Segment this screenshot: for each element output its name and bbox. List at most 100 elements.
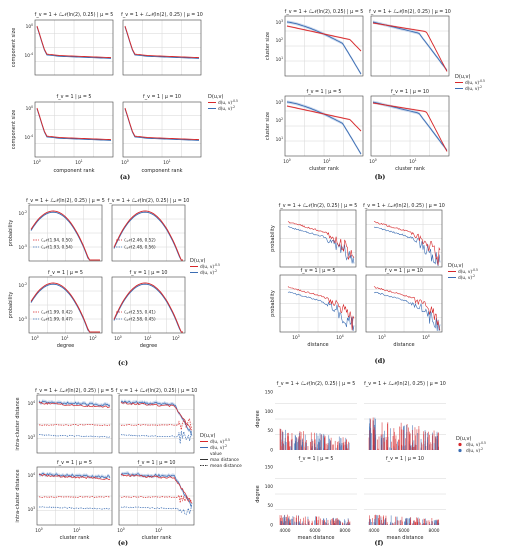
text-run: d(u, v) — [458, 269, 472, 275]
x-tick-label: 104​ — [422, 334, 429, 341]
series-line-red — [373, 286, 441, 331]
x-tick-label: 100​ — [33, 159, 40, 166]
subplot-d — [365, 209, 443, 268]
text-run: 10 — [25, 53, 31, 59]
mean-distance-blue — [38, 434, 111, 438]
superscript: 4 — [33, 472, 35, 476]
superscript: 0 — [289, 158, 291, 162]
subplot-f — [275, 478, 357, 525]
legend-entry: d(u, v)-2​ — [218, 105, 235, 112]
text-run: 10 — [61, 336, 67, 342]
subplot-d — [279, 209, 357, 268]
subplot-title: f_v = 1 + ℒ𝒩(ln(2), 0.25) | μ = 10 — [363, 203, 445, 209]
axes-frame — [36, 466, 113, 526]
superscript: 2 — [178, 335, 180, 339]
series-line-red — [124, 25, 200, 59]
y-tick-label: 103​ — [28, 506, 35, 513]
text-run: 10 — [25, 135, 31, 141]
text-run: 10 — [19, 317, 25, 323]
series-line-blue — [373, 291, 441, 332]
subplot-d — [279, 274, 357, 333]
subplot-d — [365, 274, 443, 333]
legend-entry: d(u, v)-2​ — [466, 447, 483, 454]
y-axis-label: component size — [11, 28, 17, 68]
y-tick-label: 100 — [265, 484, 273, 490]
subplot-e — [118, 394, 195, 454]
subplot-b — [370, 95, 450, 157]
fit-label: ℒ𝒩(1.93, 0.54) — [41, 245, 73, 250]
subplot-title: f_v = 1 | μ = 10 — [385, 268, 423, 274]
text-run: 10 — [422, 335, 428, 341]
x-axis-label: mean distance — [387, 535, 424, 541]
subplot-title: f_v = 1 | μ = 10 — [130, 270, 168, 276]
subplot-title: f_v = 1 + ℒ𝒩(ln(2), 0.25) | μ = 10 — [121, 12, 203, 18]
legend-d: D(u,v)d(u, v)-0.5​d(u, v)-2​ — [448, 263, 478, 281]
y-tick-label: 10-4​ — [25, 134, 34, 141]
legend-b: D(u,v)d(u, v)-0.5​d(u, v)-2​ — [455, 74, 485, 92]
axes-frame — [36, 394, 113, 454]
axes-frame — [370, 15, 450, 77]
superscript: 0 — [123, 527, 125, 531]
x-axis-label: distance — [393, 342, 414, 348]
y-axis-label: degree — [255, 410, 261, 428]
axes-frame — [365, 209, 443, 268]
text-run: 10 — [276, 20, 282, 26]
superscript: -2 — [214, 269, 217, 273]
series-line-red — [372, 22, 448, 72]
series-line-blue — [36, 108, 112, 141]
y-tick-label: 10-5​ — [19, 316, 28, 323]
y-tick-label: 0 — [270, 448, 273, 454]
subplot-title: f_v = 1 + ℒ𝒩(ln(2), 0.25) | μ = 10 — [116, 388, 198, 394]
y-tick-label: 102​ — [276, 37, 283, 44]
y-tick-label: 10-4​ — [25, 52, 34, 59]
subplot-title: f_v = 1 + ℒ𝒩(ln(2), 0.25) | μ = 5 — [35, 12, 114, 18]
mean-distance-blue — [120, 503, 193, 516]
fit-label: ℒ𝒩(2.48, 0.56) — [124, 245, 156, 250]
y-axis-label: probability — [270, 225, 276, 252]
x-tick-label: 4000 — [280, 528, 291, 534]
text-run: 10 — [276, 137, 282, 143]
axes-frame — [34, 101, 114, 158]
axes-frame — [279, 274, 357, 333]
text-run: d(u, v) — [466, 442, 480, 448]
series-line-red — [373, 221, 441, 266]
axes-frame — [370, 95, 450, 157]
subplot-title: f_v = 1 | μ = 5 — [57, 460, 92, 466]
legend-entry: d(u, v)-0.5​ — [466, 441, 486, 448]
text-run: 10 — [33, 160, 39, 166]
text-run: 10 — [155, 528, 161, 534]
subplot-title: f_v = 1 | μ = 10 — [386, 456, 424, 462]
x-tick-label: 100​ — [121, 159, 128, 166]
x-tick-label: 101​ — [155, 527, 162, 534]
text-run: d(u, v) — [465, 80, 479, 86]
superscript: 1 — [281, 56, 283, 60]
legend-entry: d(u, v)-0.5​ — [465, 79, 485, 86]
text-run: 10 — [28, 435, 34, 441]
subplot-f — [275, 403, 357, 450]
legend-marker — [458, 442, 462, 447]
x-tick-label: 6000 — [399, 528, 410, 534]
subplot-title: f_v = 1 | μ = 5 — [301, 268, 336, 274]
legend-entry: d(u, v)-0.5​ — [210, 438, 230, 445]
confidence-band-blue — [121, 399, 192, 438]
x-tick-label: 102​ — [172, 335, 179, 342]
series-line-blue — [287, 291, 355, 332]
subplot-b — [284, 15, 364, 77]
y-axis-label: probability — [270, 290, 276, 317]
superscript: -0.5 — [224, 438, 230, 442]
subplot-a — [34, 19, 114, 76]
superscript: 1 — [169, 159, 171, 163]
text-run: max distance — [210, 457, 239, 463]
text-run: 10 — [35, 528, 41, 534]
y-tick-label: 150 — [265, 464, 273, 470]
x-tick-label: 100​ — [283, 158, 290, 165]
text-run: 10 — [73, 528, 79, 534]
axes-frame — [118, 466, 195, 526]
text-run: 10 — [28, 401, 34, 407]
x-tick-label: 100​ — [35, 527, 42, 534]
subplot-f — [364, 403, 446, 450]
max-distance-red — [38, 473, 110, 480]
x-tick-label: 4000 — [369, 528, 380, 534]
x-axis-label: mean distance — [298, 535, 335, 541]
panel-label: (a) — [120, 173, 130, 181]
